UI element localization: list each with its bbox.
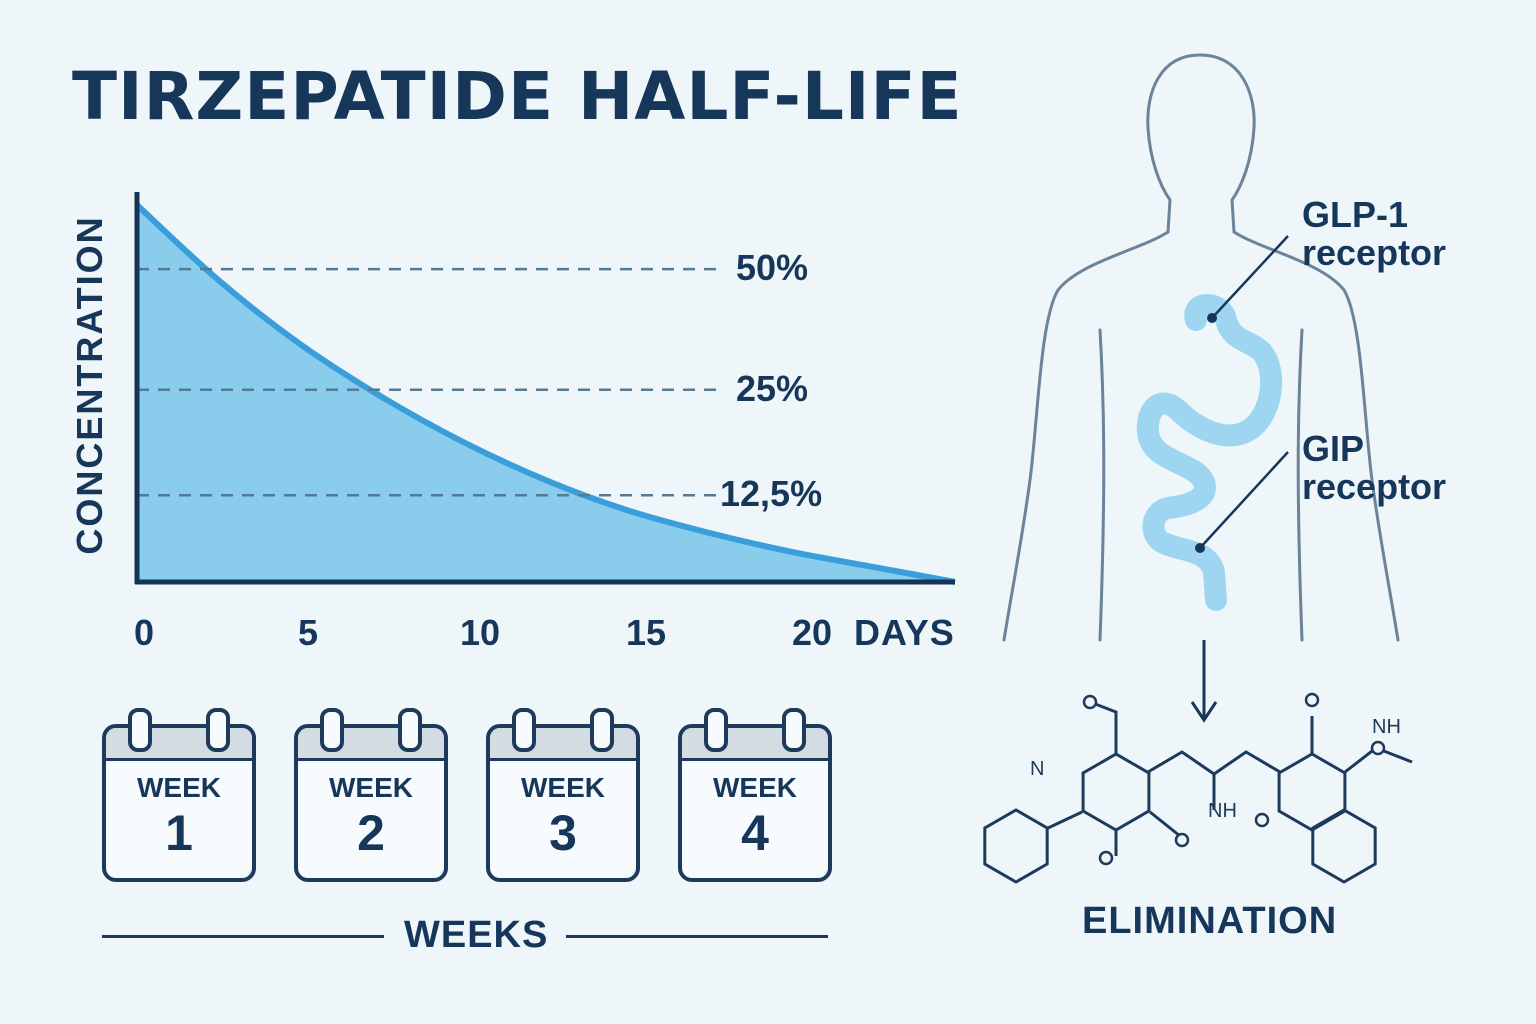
reference-label-3: 12,5%: [720, 473, 823, 515]
glp1-receptor-label: GLP-1 receptor: [1302, 196, 1446, 272]
molecule-atom: [1174, 832, 1190, 848]
calendar-week-word: WEEK: [713, 772, 797, 803]
molecule-atom: [1098, 850, 1114, 866]
glp1-pointer-line: [1211, 235, 1289, 319]
calendar-icon: WEEK 1: [102, 700, 256, 882]
elimination-label: ELIMINATION: [1082, 900, 1338, 942]
concentration-area: [137, 205, 955, 582]
down-arrow-icon: [1190, 701, 1218, 723]
calendar-ring: [206, 708, 230, 752]
molecule-atom: [1304, 692, 1320, 708]
calendar-week-number: 3: [549, 805, 577, 861]
stomach-organ: [1136, 294, 1283, 611]
concentration-line: [134, 202, 956, 585]
calendar-week-word: WEEK: [137, 772, 221, 803]
molecule-atom: [1370, 740, 1386, 756]
calendar-ring: [590, 708, 614, 752]
gip-receptor-line1: GIP: [1302, 428, 1365, 469]
x-axis-unit: DAYS: [854, 612, 955, 653]
glp1-receptor-line1: GLP-1: [1302, 194, 1409, 235]
gip-pointer-dot: [1195, 543, 1205, 553]
reference-label-2: 25%: [736, 367, 809, 409]
calendar-ring: [398, 708, 422, 752]
gip-pointer-line: [1199, 451, 1289, 549]
x-tick-label: 20: [791, 612, 833, 653]
weeks-label: WEEKS: [404, 914, 549, 956]
molecule-ring-right: [1277, 752, 1347, 832]
molecule-benzene-ring-left: [983, 808, 1049, 884]
glp1-receptor-line2: receptor: [1302, 232, 1447, 273]
calendar-week-number: 1: [165, 805, 193, 861]
calendar-body: [102, 724, 256, 882]
molecule-benzene-ring-right: [1311, 808, 1377, 884]
calendar-ring: [782, 708, 806, 752]
glp1-pointer-dot: [1207, 313, 1217, 323]
calendar-icon: WEEK 4: [678, 700, 832, 882]
gip-receptor-label: GIP receptor: [1302, 430, 1446, 506]
calendar-week-word: WEEK: [521, 772, 605, 803]
calendar-icon: WEEK 2: [294, 700, 448, 882]
molecule-ring-left: [1081, 752, 1151, 832]
molecule-atom: [1082, 694, 1098, 710]
calendar-week-word: WEEK: [329, 772, 413, 803]
calendar-week-number: 2: [357, 805, 385, 861]
x-tick-label: 10: [459, 612, 501, 653]
atom-label-nh-right: NH: [1372, 716, 1401, 738]
molecule-bonds: [1047, 700, 1413, 856]
weeks-line-right: [566, 935, 828, 938]
x-tick-label: 5: [297, 612, 319, 653]
weeks-line-left: [102, 935, 384, 938]
atom-label-n: N: [1030, 758, 1045, 780]
page-title: TIRZEPATIDE HALF-LIFE: [72, 58, 963, 135]
calendar-ring: [512, 708, 536, 752]
reference-label-1: 50%: [736, 247, 809, 289]
gip-receptor-line2: receptor: [1302, 466, 1447, 507]
calendar-ring: [128, 708, 152, 752]
x-tick-label: 0: [133, 612, 155, 653]
calendar-ring: [320, 708, 344, 752]
calendar-ring: [704, 708, 728, 752]
atom-label-nh-center: NH: [1208, 800, 1237, 822]
molecule-atom: [1254, 812, 1270, 828]
human-body-outline: [1002, 53, 1400, 642]
calendar-week-number: 4: [741, 805, 769, 861]
calendar-body: [486, 724, 640, 882]
calendar-icon: WEEK 3: [486, 700, 640, 882]
x-tick-label: 15: [625, 612, 667, 653]
